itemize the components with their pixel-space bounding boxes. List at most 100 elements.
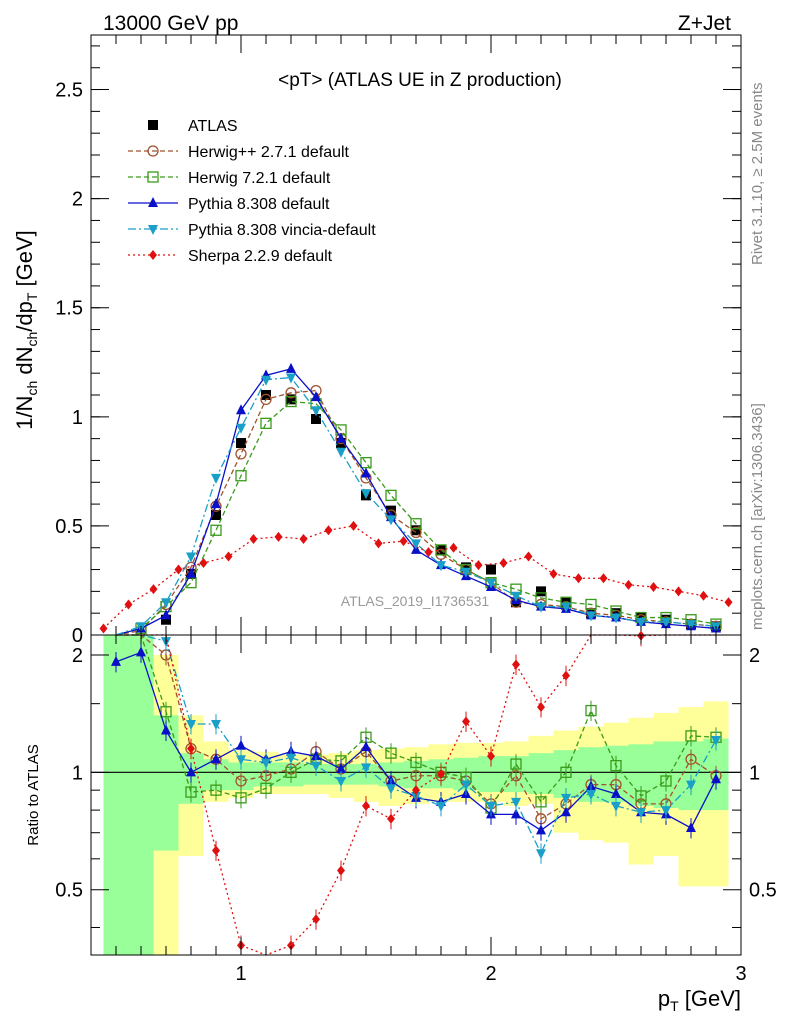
ratio-point-s1-20 [610,760,622,772]
main-ytick-label-4: 2 [72,189,83,211]
legend-marker-2 [147,171,159,183]
ratio-point-s2-10 [361,741,371,752]
ratio-point-s1-12 [410,756,422,769]
main-point-s5-8 [299,534,308,544]
ratio-xtick-label-0: 1 [235,963,246,985]
main-point-s0-8 [311,414,321,424]
main-point-s0-17 [536,586,546,597]
ratio-point-s2-23 [686,821,696,832]
main-point-s5-14 [449,542,458,553]
main-point-s0-12 [411,525,421,536]
main-point-s1-7 [285,387,297,399]
main-point-s4-12 [411,539,421,550]
ratio-point-s3-8 [311,761,321,772]
ratio-point-s3-13 [436,801,446,812]
main-point-s4-16 [511,591,521,602]
main-point-s4-13 [436,561,446,572]
ratio-point-s3-20 [611,801,621,812]
main-point-s4-8 [311,406,321,417]
main-point-s5-24 [699,590,708,601]
ratio-ytick-label-right-1: 1 [749,762,760,784]
main-point-s0-15 [486,564,496,575]
main-ytick-label-5: 2.5 [55,80,83,102]
main-point-s0-7 [286,394,296,405]
ratio-point-s3-9 [336,777,346,788]
analysis-watermark: ATLAS_2019_I1736531 [341,593,490,609]
main-point-s2-7 [285,395,297,408]
header-right: Z+Jet [678,12,731,35]
main-point-s4-7 [286,373,296,384]
ratio-point-s3-17 [536,849,546,860]
legend-marker-1 [147,145,159,157]
main-point-s5-3 [174,564,183,575]
ratio-ytick-label-1: 1 [72,762,83,784]
main-ytick-label-2: 1 [72,407,83,429]
ratio-point-s2-4 [211,753,221,764]
ratio-point-s2-2 [161,724,171,735]
main-point-s3-10 [361,467,371,478]
ratio-point-s4-9 [337,865,345,876]
ratio-point-s4-13 [437,769,445,780]
main-point-s5-18 [549,568,558,579]
ratio-x-axis: 1 2 3 [115,635,747,985]
header-left: 13000 GeV pp [103,12,238,35]
ratio-ytick-label-0: 0.5 [55,880,83,902]
main-point-s5-12 [399,536,408,547]
main-point-s5-0 [99,623,108,634]
ratio-ytick-label-2: 2 [72,645,83,667]
main-point-s2-12 [410,518,422,530]
legend-label-2: Herwig 7.2.1 default [188,170,331,187]
ratio-y-axis: 0.5 0.5 1 1 2 2 [55,645,777,928]
ratio-point-s1-2 [160,706,172,718]
ratio-point-s3-22 [661,806,671,817]
main-x-axis [115,35,742,635]
ratio-xtick-label-2: 3 [735,963,746,985]
legend-marker-4 [148,225,158,235]
main-point-s2-5 [235,470,247,482]
ratio-point-s3-24 [711,736,721,747]
ratio-point-s3-11 [386,784,396,795]
ratio-point-s4-10 [362,800,370,811]
main-point-s2-13 [435,544,447,556]
ratio-y-label: Ratio to ATLAS [25,744,42,845]
ratio-point-s1-17 [535,796,547,808]
ratio-point-s3-23 [686,780,696,791]
main-y-axis: 0 0.5 1 1.5 2 2.5 [55,45,741,647]
main-point-s5-2 [149,584,158,595]
main-point-s5-10 [349,520,358,531]
ratio-point-s2-9 [336,762,346,773]
main-point-s3-3 [186,567,196,578]
ratio-point-s2-16 [511,808,521,819]
main-point-s5-4 [199,558,208,568]
main-y-label: 1/Nch dNch/dpT [GeV] [12,230,40,430]
ratio-point-s4-14 [462,716,470,727]
ratio-point-s3-14 [461,780,471,791]
ratio-point-s3-15 [486,801,496,812]
main-point-s5-17 [524,551,533,562]
main-point-s4-10 [361,489,371,500]
ratio-point-s1-21 [635,790,647,802]
main-point-s5-13 [424,547,433,558]
main-point-s4-2 [161,598,171,609]
main-point-s5-20 [599,573,608,584]
ratio-ytick-label-right-0: 0.5 [749,880,777,902]
ratio-band-stat-0 [103,635,129,955]
main-point-s2-11 [385,489,397,502]
main-point-s0-14 [461,562,471,573]
legend-marker-0 [148,120,158,130]
main-point-s0-4 [211,510,221,520]
ratio-point-s4-11 [387,813,395,824]
main-point-s4-20 [611,613,621,624]
ratio-point-s2-8 [311,750,321,761]
main-point-s4-23 [686,620,696,631]
legend-label-0: ATLAS [188,118,238,135]
legend-label-3: Pythia 8.308 default [188,196,330,213]
main-point-s3-9 [336,432,346,443]
ratio-point-s4-16 [512,659,520,670]
rivet-label: Rivet 3.1.10, ≥ 2.5M events [749,83,766,266]
ratio-point-s2-0 [111,655,121,666]
ratio-point-s2-18 [561,806,571,817]
main-ytick-label-1: 0.5 [55,516,83,538]
ratio-point-s3-5 [236,755,246,766]
ratio-point-s1-23 [685,730,697,742]
